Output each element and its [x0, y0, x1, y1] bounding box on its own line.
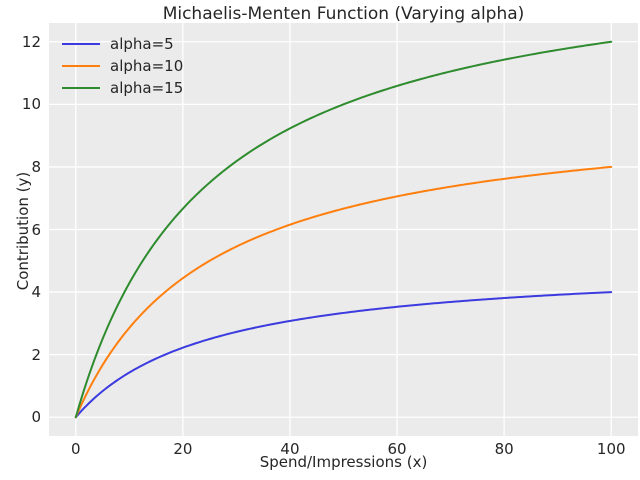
legend-label: alpha=5: [110, 35, 174, 53]
x-tick-label: 0: [70, 440, 81, 458]
y-tick-label: 2: [31, 345, 41, 364]
x-tick-label: 60: [387, 440, 407, 458]
y-tick-label: 8: [31, 157, 41, 176]
x-axis-label: Spend/Impressions (x): [259, 453, 428, 471]
x-tick-label: 80: [494, 440, 514, 458]
legend-line-swatch: [62, 86, 100, 90]
y-tick-label: 10: [21, 95, 41, 114]
plot-canvas: [49, 23, 638, 436]
y-tick-label: 12: [21, 32, 41, 51]
x-tick-label: 40: [280, 440, 300, 458]
legend-label: alpha=15: [110, 79, 184, 97]
legend-line-swatch: [62, 42, 100, 46]
legend-label: alpha=10: [110, 57, 184, 75]
legend-line-swatch: [62, 64, 100, 68]
x-tick-label: 20: [173, 440, 193, 458]
legend-entry-alpha=5: alpha=5: [62, 33, 183, 55]
curve-alpha=15: [74, 40, 613, 419]
y-tick-label: 6: [31, 220, 41, 239]
curve-alpha=10: [74, 165, 613, 419]
x-tick-label: 100: [596, 440, 626, 458]
plot-area: alpha=5 alpha=10 alpha=15: [49, 23, 638, 436]
legend-entry-alpha=15: alpha=15: [62, 77, 183, 99]
chart-title: Michaelis-Menten Function (Varying alpha…: [162, 4, 525, 24]
legend-entry-alpha=10: alpha=10: [62, 55, 183, 77]
y-tick-label: 0: [31, 408, 41, 427]
y-axis-label: Contribution (y): [14, 171, 32, 291]
y-tick-label: 4: [31, 283, 41, 302]
legend: alpha=5 alpha=10 alpha=15: [62, 33, 183, 99]
curve-alpha=5: [74, 291, 613, 419]
